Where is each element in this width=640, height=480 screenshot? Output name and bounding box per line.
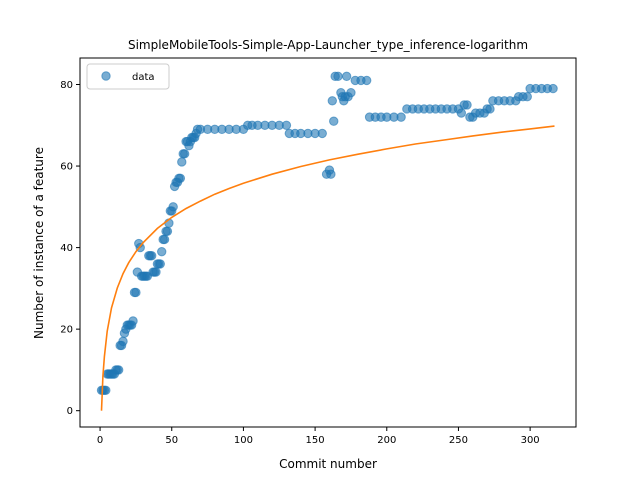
y-tick-label: 20 xyxy=(60,325,73,336)
data-point xyxy=(326,169,336,179)
fit-line xyxy=(100,125,555,411)
data-point xyxy=(362,75,372,86)
y-tick-label: 60 xyxy=(60,162,73,173)
x-tick-label: 250 xyxy=(449,435,468,446)
legend-box xyxy=(86,63,170,90)
data-point xyxy=(341,71,352,82)
x-tick-label: 300 xyxy=(521,435,540,446)
x-tick-label: 0 xyxy=(97,435,103,446)
legend: data xyxy=(86,63,170,90)
legend-label: data xyxy=(132,72,155,83)
data-point xyxy=(128,316,138,326)
axes: 0 50 100 150 200 250 300 0 20 40 60 80 xyxy=(60,57,577,446)
data-point xyxy=(456,108,467,118)
data-point xyxy=(155,259,165,269)
legend-marker xyxy=(101,71,111,81)
data-point xyxy=(548,83,558,94)
y-axis-label: Number of instance of a feature xyxy=(32,147,46,339)
plot-area xyxy=(96,71,558,411)
data-point xyxy=(151,267,161,277)
chart-title: SimpleMobileTools-Simple-App-Launcher_ty… xyxy=(128,38,528,52)
data-point xyxy=(146,251,157,261)
data-point xyxy=(485,104,495,114)
data-point xyxy=(157,246,167,257)
data-point xyxy=(118,336,128,347)
data-point xyxy=(114,365,124,375)
data-point xyxy=(333,71,343,82)
x-axis-label: Commit number xyxy=(279,457,377,471)
data-point xyxy=(522,92,532,102)
series-data-points xyxy=(96,71,558,396)
data-point xyxy=(346,87,356,98)
x-tick-label: 50 xyxy=(165,435,178,446)
y-tick-label: 40 xyxy=(60,243,73,254)
data-point xyxy=(175,173,186,183)
data-point xyxy=(327,96,338,106)
x-tick-label: 150 xyxy=(306,435,325,446)
data-point xyxy=(281,120,292,130)
y-tick-label: 0 xyxy=(67,406,73,417)
data-point xyxy=(462,100,472,110)
data-point xyxy=(168,202,178,212)
plot-frame xyxy=(79,57,577,428)
data-point xyxy=(162,226,173,236)
x-tick-label: 100 xyxy=(234,435,253,446)
y-tick-label: 80 xyxy=(60,80,73,91)
data-point xyxy=(177,157,187,167)
data-point xyxy=(131,287,141,298)
data-point xyxy=(329,116,339,126)
data-point xyxy=(396,112,406,122)
data-point xyxy=(179,149,190,159)
x-tick-label: 200 xyxy=(377,435,396,446)
data-point xyxy=(317,128,327,139)
data-point xyxy=(159,234,170,245)
